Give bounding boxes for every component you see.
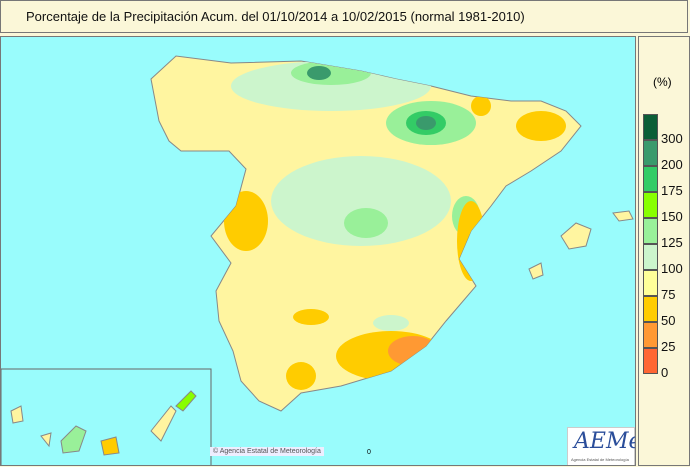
legend-label: 0 — [661, 365, 669, 380]
legend-label: 50 — [661, 313, 676, 328]
map-title: Porcentaje de la Precipitación Acum. del… — [26, 9, 525, 24]
marker-text: 0 — [367, 449, 371, 456]
legend-swatch — [643, 270, 658, 296]
copyright-text: © Agencia Estatal de Meteorología — [210, 447, 324, 456]
legend-label: 125 — [661, 235, 683, 250]
precipitation-fields — [224, 61, 566, 390]
legend-label: 300 — [661, 131, 683, 146]
title-bar: Porcentaje de la Precipitación Acum. del… — [0, 0, 688, 33]
legend-label: 25 — [661, 339, 676, 354]
legend-swatch — [643, 348, 658, 374]
balearic-islands — [528, 210, 634, 280]
legend-swatch — [643, 192, 658, 218]
legend-swatch — [643, 166, 658, 192]
legend-swatch — [643, 244, 658, 270]
logo-text: AEMet — [574, 429, 635, 454]
legend: (%) 300 200 175 150 125 100 75 50 25 0 — [638, 36, 690, 466]
canary-islands — [10, 390, 197, 456]
legend-swatch — [643, 114, 658, 140]
legend-swatch — [643, 322, 658, 348]
legend-label: 75 — [661, 287, 676, 302]
canary-inset — [1, 368, 212, 465]
legend-swatch — [643, 218, 658, 244]
legend-label: 175 — [661, 183, 683, 198]
legend-label: 150 — [661, 209, 683, 224]
legend-unit: (%) — [653, 75, 672, 89]
map-svg — [1, 55, 634, 465]
legend-swatch — [643, 140, 658, 166]
logo-subtitle: Agencia Estatal de Meteorología — [571, 457, 629, 462]
legend-label: 100 — [661, 261, 683, 276]
legend-label: 200 — [661, 157, 683, 172]
aemet-logo: AEMet Agencia Estatal de Meteorología — [567, 427, 635, 465]
legend-swatch — [643, 296, 658, 322]
precipitation-map: © Agencia Estatal de Meteorología 0 AEMe… — [0, 36, 636, 466]
